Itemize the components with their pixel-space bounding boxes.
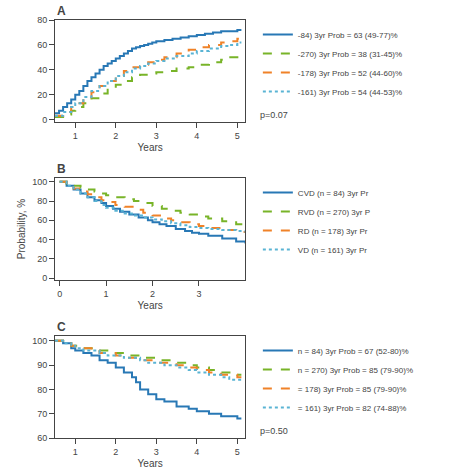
svg-text:Years: Years [138, 458, 163, 469]
svg-text:0: 0 [42, 115, 47, 125]
svg-text:= 161) 3yr Prob = 82 (74-88)%: = 161) 3yr Prob = 82 (74-88)% [298, 404, 407, 413]
svg-text:A: A [57, 4, 66, 18]
svg-text:B: B [57, 162, 66, 176]
svg-text:2: 2 [113, 131, 118, 141]
svg-text:20: 20 [37, 90, 47, 100]
svg-text:Years: Years [138, 300, 163, 311]
svg-text:p=0.07: p=0.07 [260, 110, 288, 120]
svg-text:40: 40 [37, 235, 47, 245]
svg-text:60: 60 [37, 215, 47, 225]
svg-text:70: 70 [37, 409, 47, 419]
svg-text:2: 2 [113, 447, 118, 457]
svg-text:n = 84) 3yr Prob = 67 (52-80)%: n = 84) 3yr Prob = 67 (52-80)% [298, 347, 409, 356]
svg-text:p=0.50: p=0.50 [260, 426, 288, 436]
svg-text:3: 3 [154, 447, 159, 457]
svg-text:3: 3 [154, 131, 159, 141]
svg-text:4: 4 [194, 447, 199, 457]
svg-text:C: C [57, 320, 66, 334]
svg-text:1: 1 [73, 447, 78, 457]
svg-text:-270) 3yr Prob = 38 (31-45)%: -270) 3yr Prob = 38 (31-45)% [298, 50, 402, 59]
svg-text:40: 40 [37, 65, 47, 75]
svg-text:n = 270) 3yr Prob = 85 (79-90): n = 270) 3yr Prob = 85 (79-90)% [298, 366, 413, 375]
svg-text:RD (n = 178) 3yr Pr: RD (n = 178) 3yr Pr [298, 227, 368, 236]
svg-text:80: 80 [37, 196, 47, 206]
svg-text:2: 2 [150, 289, 155, 299]
svg-text:VD (n = 161) 3yr Pr: VD (n = 161) 3yr Pr [298, 246, 367, 255]
svg-text:-84) 3yr Prob = 63 (49-77)%: -84) 3yr Prob = 63 (49-77)% [298, 31, 398, 40]
svg-text:1: 1 [104, 289, 109, 299]
svg-text:5: 5 [235, 131, 240, 141]
svg-text:Probability, %: Probability, % [16, 199, 27, 260]
svg-text:RVD (n = 270) 3yr P: RVD (n = 270) 3yr P [298, 208, 370, 217]
svg-text:3: 3 [196, 289, 201, 299]
svg-text:CVD (n = 84) 3yr Pr: CVD (n = 84) 3yr Pr [298, 189, 369, 198]
svg-text:100: 100 [32, 177, 47, 187]
svg-text:20: 20 [37, 254, 47, 264]
svg-text:-178) 3yr Prob = 52 (44-60)%: -178) 3yr Prob = 52 (44-60)% [298, 69, 402, 78]
svg-text:60: 60 [37, 40, 47, 50]
svg-text:0: 0 [42, 273, 47, 283]
svg-text:-161) 3yr Prob = 54 (44-53)%: -161) 3yr Prob = 54 (44-53)% [298, 88, 402, 97]
svg-text:100: 100 [32, 336, 47, 346]
svg-text:90: 90 [37, 360, 47, 370]
svg-text:0: 0 [57, 289, 62, 299]
svg-text:1: 1 [73, 131, 78, 141]
svg-text:60: 60 [37, 433, 47, 443]
svg-text:= 178) 3yr Prob = 85 (79-90)%: = 178) 3yr Prob = 85 (79-90)% [298, 385, 407, 394]
svg-text:80: 80 [37, 15, 47, 25]
svg-text:80: 80 [37, 385, 47, 395]
svg-text:Years: Years [138, 142, 163, 153]
svg-text:5: 5 [235, 447, 240, 457]
svg-text:4: 4 [194, 131, 199, 141]
